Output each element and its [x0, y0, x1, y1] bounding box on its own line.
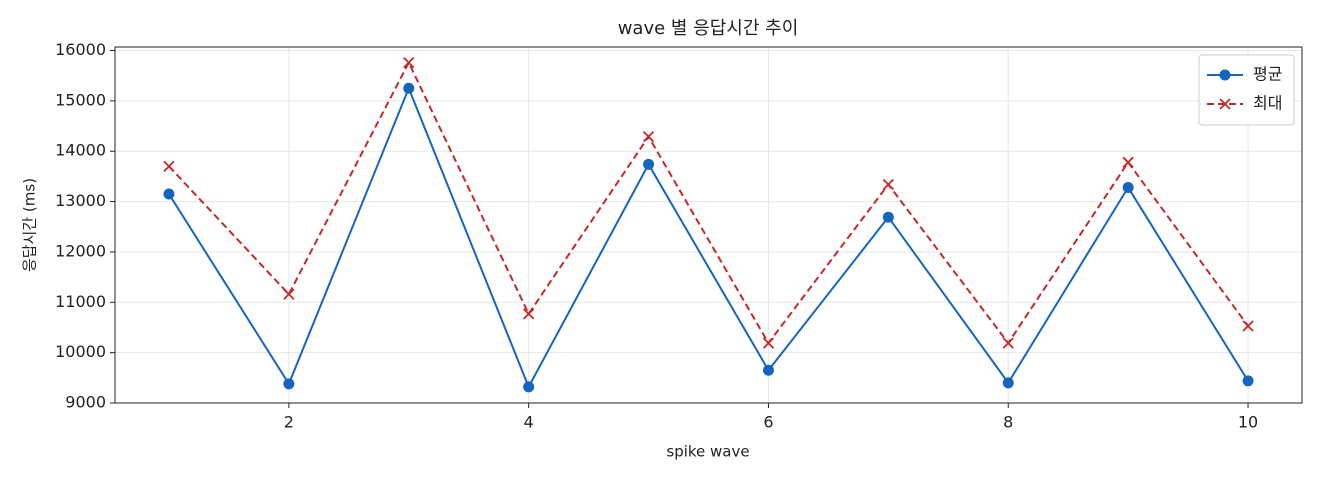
y-tick-label: 16000	[55, 40, 106, 59]
x-tick-label: 2	[284, 413, 294, 432]
marker	[1122, 156, 1134, 168]
marker	[1242, 375, 1254, 387]
marker	[1122, 181, 1134, 193]
y-tick-label: 11000	[55, 292, 106, 311]
marker	[643, 158, 655, 170]
x-tick-label: 10	[1238, 413, 1258, 432]
chart-title: wave 별 응답시간 추이	[618, 18, 799, 39]
x-tick-label: 8	[1003, 413, 1013, 432]
marker	[882, 178, 894, 191]
y-tick-label: 15000	[55, 90, 106, 109]
marker	[762, 364, 774, 376]
y-axis-label: 응답시간 (ms)	[21, 178, 39, 272]
marker	[882, 211, 894, 223]
marker	[1219, 98, 1231, 110]
marker	[283, 288, 295, 300]
marker	[283, 378, 295, 390]
plot-frame	[114, 46, 1303, 404]
x-tick-label: 6	[763, 413, 773, 432]
x-axis-label: spike wave	[666, 443, 749, 461]
marker	[1002, 337, 1014, 349]
y-tick-label: 10000	[55, 342, 106, 361]
series-line	[168, 60, 1249, 345]
marker	[523, 381, 535, 393]
y-tick-label: 12000	[55, 241, 106, 260]
series-line	[168, 85, 1249, 390]
legend-label: 평균	[1253, 65, 1282, 84]
marker	[163, 188, 175, 200]
marker	[163, 160, 175, 172]
x-tick-label: 4	[524, 413, 534, 432]
marker	[642, 130, 655, 143]
y-tick-label: 9000	[65, 393, 106, 412]
marker	[762, 337, 775, 349]
marker	[403, 56, 415, 69]
marker	[1242, 320, 1254, 332]
y-tick-label: 14000	[55, 141, 106, 160]
legend-label: 최대	[1253, 94, 1282, 113]
marker	[523, 308, 535, 320]
marker	[403, 82, 415, 94]
y-tick-label: 13000	[55, 191, 106, 210]
marker	[1219, 69, 1231, 81]
marker	[1002, 377, 1014, 389]
